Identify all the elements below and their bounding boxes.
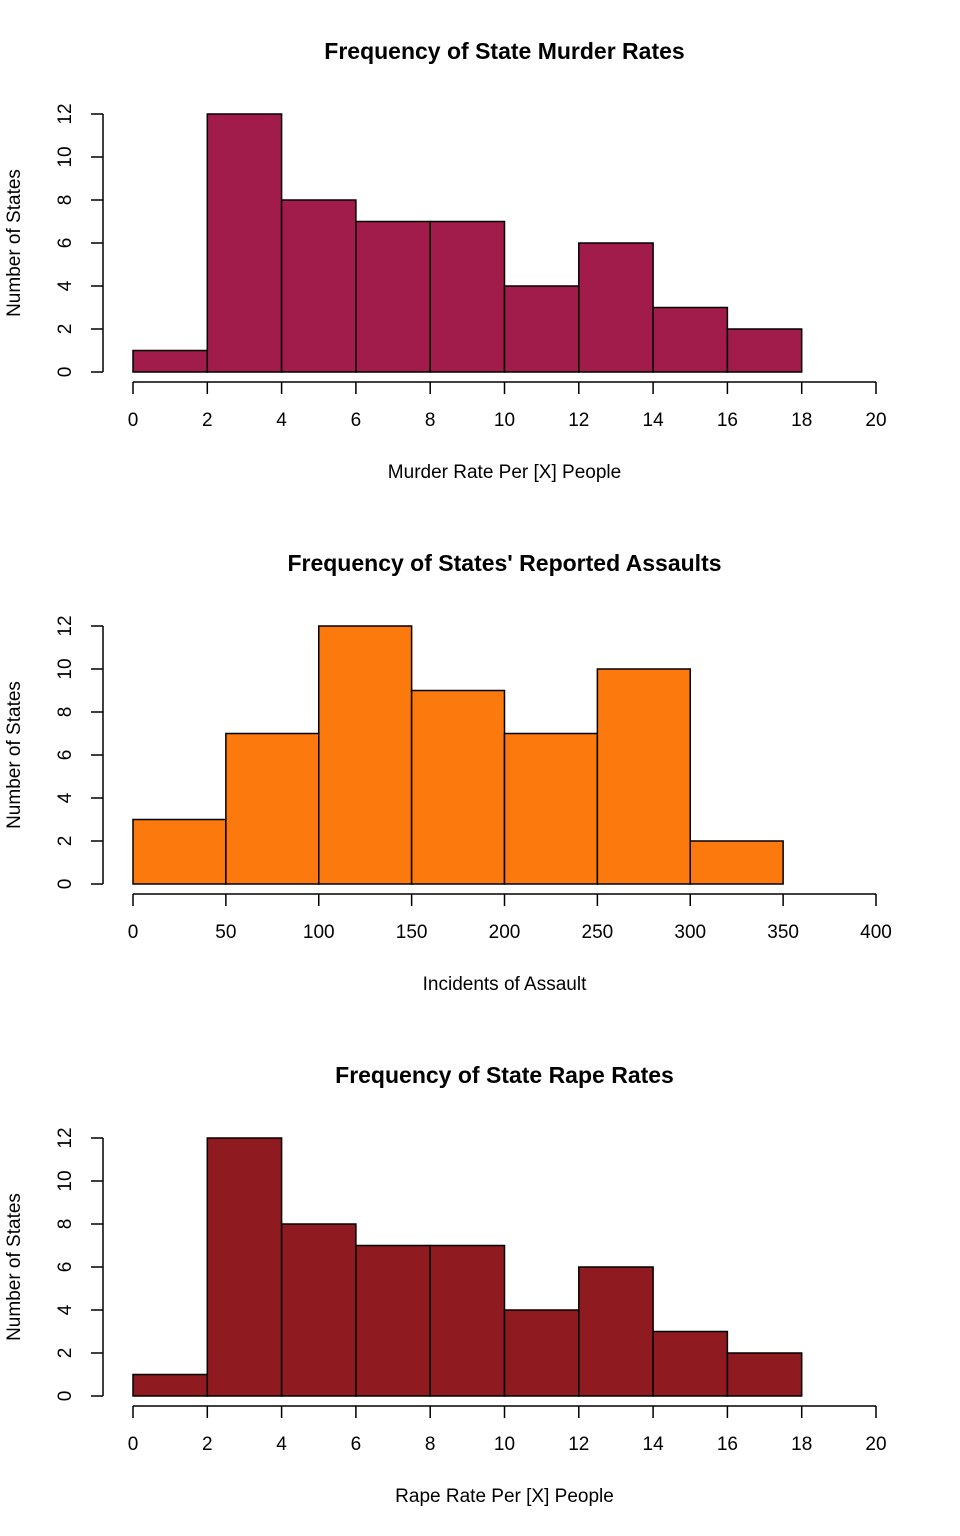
histogram-bar [596, 668, 691, 885]
y-tick-label: 10 [55, 146, 76, 167]
chart-title: Frequency of State Rape Rates [335, 1062, 674, 1088]
x-tick-label: 20 [865, 410, 886, 431]
histogram-bar [280, 1223, 357, 1397]
x-tick-label: 200 [489, 922, 521, 943]
y-tick-label: 4 [55, 1304, 76, 1315]
x-tick-label: 150 [396, 922, 428, 943]
y-tick-label: 12 [55, 103, 76, 124]
y-tick-label: 10 [55, 658, 76, 679]
histogram-bar [652, 306, 729, 373]
histogram-bar [503, 285, 580, 373]
y-tick-label: 12 [55, 1127, 76, 1148]
y-axis-label: Number of States [4, 1193, 25, 1341]
histogram-bar [578, 242, 654, 373]
y-tick-label: 8 [55, 195, 76, 206]
histogram-bar [132, 1373, 209, 1397]
histogram-bar [355, 220, 431, 373]
chart-title: Frequency of State Murder Rates [324, 38, 684, 64]
histogram-bar [726, 1352, 803, 1397]
x-tick-label: 10 [494, 410, 515, 431]
x-tick-label: 14 [643, 410, 665, 431]
x-tick-label: 8 [425, 1434, 436, 1455]
y-tick-label: 0 [55, 879, 76, 890]
x-axis-label: Rape Rate Per [X] People [395, 1486, 614, 1507]
x-tick-label: 0 [128, 410, 139, 431]
histogram-bar [225, 732, 320, 885]
y-tick-label: 2 [55, 324, 76, 335]
x-tick-label: 350 [767, 922, 799, 943]
histogram-bar [206, 113, 283, 373]
x-tick-label: 6 [351, 1434, 362, 1455]
x-tick-label: 18 [791, 410, 812, 431]
x-tick-label: 4 [276, 1434, 287, 1455]
histogram-bar [689, 840, 784, 885]
y-tick-label: 8 [55, 707, 76, 718]
histogram-bar [132, 349, 209, 373]
x-tick-label: 0 [128, 1434, 139, 1455]
histogram-bar [578, 1266, 654, 1397]
x-tick-label: 12 [568, 1434, 589, 1455]
histogram-bar [280, 199, 357, 373]
histogram-bar [726, 328, 803, 373]
y-tick-label: 0 [55, 1391, 76, 1402]
y-tick-label: 0 [55, 367, 76, 378]
histogram-bar [206, 1137, 283, 1397]
histogram-bar [429, 1244, 506, 1397]
histogram-bar [503, 1309, 580, 1397]
x-axis-label: Murder Rate Per [X] People [388, 462, 621, 483]
x-tick-label: 2 [202, 410, 213, 431]
x-tick-label: 6 [351, 410, 362, 431]
x-tick-label: 20 [865, 1434, 886, 1455]
x-tick-label: 300 [674, 922, 706, 943]
histogram-bar [318, 625, 413, 885]
y-tick-label: 4 [55, 280, 76, 291]
y-tick-label: 6 [55, 238, 76, 249]
x-tick-label: 16 [717, 1434, 738, 1455]
x-tick-label: 4 [276, 410, 287, 431]
histogram-bar [355, 1244, 431, 1397]
x-tick-label: 2 [202, 1434, 213, 1455]
x-tick-label: 400 [860, 922, 892, 943]
x-tick-label: 100 [303, 922, 335, 943]
y-tick-label: 4 [55, 792, 76, 803]
y-tick-label: 12 [55, 615, 76, 636]
x-tick-label: 8 [425, 410, 436, 431]
histogram-bar [132, 818, 227, 885]
histogram-bar [429, 220, 506, 373]
y-tick-label: 6 [55, 750, 76, 761]
y-tick-label: 2 [55, 836, 76, 847]
y-tick-label: 10 [55, 1170, 76, 1191]
histogram-bar [652, 1330, 729, 1397]
x-tick-label: 250 [582, 922, 614, 943]
y-tick-label: 8 [55, 1219, 76, 1230]
y-axis-label: Number of States [4, 681, 25, 829]
histogram-bar [503, 732, 599, 885]
x-axis-label: Incidents of Assault [423, 974, 587, 995]
y-tick-label: 6 [55, 1262, 76, 1273]
x-tick-label: 16 [717, 410, 738, 431]
y-tick-label: 2 [55, 1348, 76, 1359]
x-tick-label: 0 [128, 922, 139, 943]
x-tick-label: 12 [568, 410, 589, 431]
x-tick-label: 10 [494, 1434, 515, 1455]
chart-title: Frequency of States' Reported Assaults [287, 550, 721, 576]
x-tick-label: 50 [215, 922, 236, 943]
y-axis-label: Number of States [4, 169, 25, 317]
x-tick-label: 14 [643, 1434, 665, 1455]
histogram-bar [410, 689, 506, 885]
x-tick-label: 18 [791, 1434, 812, 1455]
